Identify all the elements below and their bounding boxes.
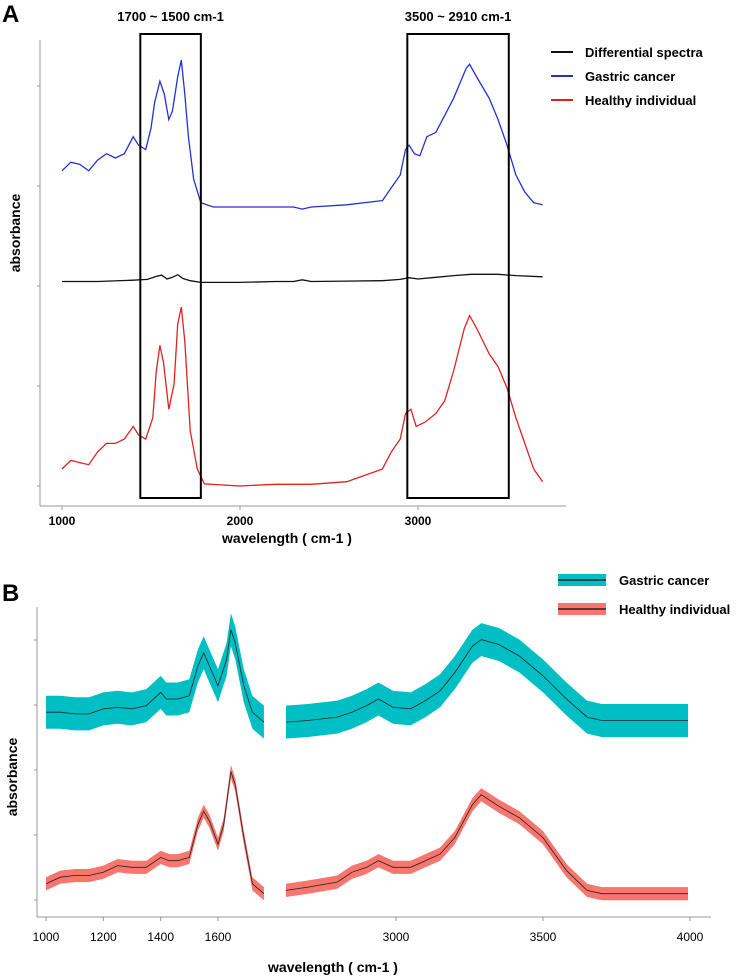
- x-tick-label: 3500: [530, 930, 557, 944]
- mean-line-right-gastric-cancer: [285, 639, 688, 723]
- x-tick-label: 3000: [405, 514, 432, 528]
- panel-a-legend: Differential spectra Gastric cancer Health…: [551, 45, 704, 108]
- panel-a: 1000 2000 3000 1700 ~ 1500 cm-1 3500 ~ 2910…: [7, 9, 704, 546]
- x-tick-label: 4000: [677, 930, 704, 944]
- mean-line-left-gastric-cancer: [46, 629, 265, 723]
- legend-label-gastric-cancer: Gastric cancer: [585, 69, 675, 84]
- series-line-gastric-cancer: [61, 59, 543, 210]
- panel-b-legend: Gastric cancer Healthy individual: [558, 573, 730, 617]
- x-tick-label: 1200: [90, 930, 117, 944]
- x-tick-label: 1600: [205, 930, 232, 944]
- series-line-differential-spectra: [62, 273, 543, 284]
- mean-line-left-healthy-individual: [45, 771, 265, 895]
- highlight-region-label: 1700 ~ 1500 cm-1: [117, 9, 224, 24]
- highlight-region-box: [406, 33, 510, 499]
- legend-label-differential-spectra: Differential spectra: [585, 45, 704, 60]
- panel-label-b: B: [2, 580, 19, 607]
- highlight-region-label: 3500 ~ 2910 cm-1: [405, 9, 512, 24]
- x-tick-label: 1000: [49, 514, 76, 528]
- legend-label-healthy-individual: Healthy individual: [619, 602, 730, 617]
- panel-a-y-axis-label: absorbance: [7, 193, 23, 272]
- panel-label-a: A: [2, 1, 19, 28]
- x-tick-label: 2000: [227, 514, 254, 528]
- panel-b: 1000 1200 1400 1600 3000 3500 4000 wavelength …: [4, 573, 730, 975]
- x-tick-label: 3000: [383, 930, 410, 944]
- mean-line-right-healthy-individual: [285, 794, 688, 895]
- panel-b-x-axis-label: wavelength ( cm-1 ): [267, 959, 398, 975]
- panel-a-x-axis-label: wavelength ( cm-1 ): [221, 530, 352, 546]
- legend-label-healthy-individual: Healthy individual: [585, 93, 696, 108]
- band-right-gastric-cancer: [286, 623, 688, 739]
- x-tick-label: 1400: [147, 930, 174, 944]
- highlight-region-box: [139, 33, 202, 499]
- x-tick-label: 1000: [33, 930, 60, 944]
- band-left-healthy-individual: [46, 765, 264, 901]
- band-right-healthy-individual: [286, 788, 688, 901]
- panel-b-y-axis-label: absorbance: [4, 737, 20, 816]
- band-left-gastric-cancer: [46, 613, 264, 739]
- legend-label-gastric-cancer: Gastric cancer: [619, 573, 709, 588]
- series-line-healthy-individual: [61, 306, 544, 487]
